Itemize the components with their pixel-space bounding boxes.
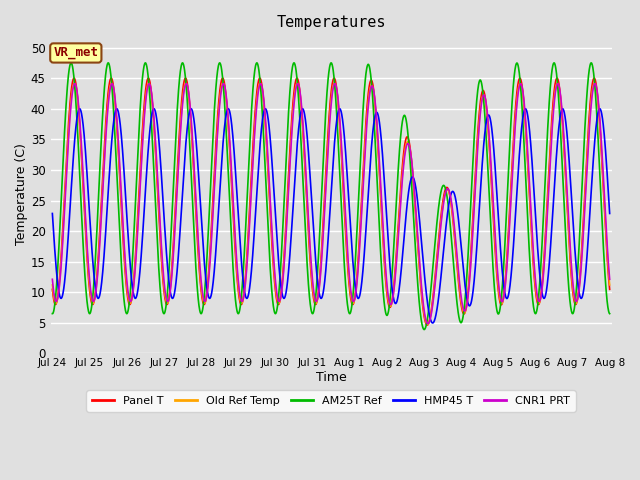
- HMP45 T: [573, 266, 580, 272]
- Old Ref Temp: [348, 296, 355, 301]
- CNR1 PRT: [554, 81, 562, 86]
- HMP45 T: [360, 262, 367, 268]
- Line: Panel T: Panel T: [52, 78, 610, 325]
- Old Ref Temp: [360, 171, 367, 177]
- Panel T: [49, 287, 56, 292]
- AM25T Ref: [204, 240, 212, 245]
- Panel T: [590, 75, 598, 81]
- Old Ref Temp: [294, 80, 301, 86]
- Y-axis label: Temperature (C): Temperature (C): [15, 144, 28, 245]
- AM25T Ref: [420, 327, 428, 333]
- Panel T: [557, 96, 564, 101]
- CNR1 PRT: [359, 182, 367, 188]
- CNR1 PRT: [49, 276, 56, 282]
- CNR1 PRT: [493, 264, 501, 270]
- Line: CNR1 PRT: CNR1 PRT: [52, 84, 610, 324]
- AM25T Ref: [290, 60, 298, 66]
- CNR1 PRT: [557, 96, 564, 101]
- AM25T Ref: [348, 306, 355, 312]
- Panel T: [359, 167, 367, 172]
- CNR1 PRT: [606, 276, 614, 282]
- Line: AM25T Ref: AM25T Ref: [52, 63, 610, 330]
- Title: Temperatures: Temperatures: [276, 15, 386, 30]
- CNR1 PRT: [573, 299, 580, 304]
- Line: HMP45 T: HMP45 T: [52, 109, 610, 323]
- Old Ref Temp: [424, 322, 431, 327]
- AM25T Ref: [360, 101, 367, 107]
- Panel T: [606, 287, 614, 292]
- HMP45 T: [429, 320, 436, 326]
- Line: Old Ref Temp: Old Ref Temp: [52, 83, 610, 324]
- Old Ref Temp: [573, 300, 580, 306]
- CNR1 PRT: [424, 321, 432, 326]
- HMP45 T: [299, 106, 307, 112]
- Old Ref Temp: [204, 284, 212, 289]
- AM25T Ref: [573, 287, 580, 292]
- Text: VR_met: VR_met: [53, 47, 99, 60]
- HMP45 T: [557, 110, 564, 116]
- HMP45 T: [493, 199, 501, 204]
- X-axis label: Time: Time: [316, 371, 346, 384]
- HMP45 T: [204, 291, 212, 297]
- Panel T: [423, 322, 431, 328]
- HMP45 T: [606, 211, 614, 216]
- Old Ref Temp: [606, 282, 614, 288]
- AM25T Ref: [557, 134, 564, 140]
- Old Ref Temp: [49, 282, 56, 288]
- CNR1 PRT: [347, 289, 355, 295]
- CNR1 PRT: [204, 286, 212, 291]
- Old Ref Temp: [557, 99, 564, 105]
- Old Ref Temp: [493, 273, 501, 279]
- AM25T Ref: [606, 311, 614, 316]
- HMP45 T: [49, 211, 56, 216]
- Panel T: [572, 301, 580, 307]
- AM25T Ref: [493, 310, 501, 315]
- Panel T: [204, 280, 212, 286]
- HMP45 T: [348, 237, 355, 242]
- AM25T Ref: [49, 311, 56, 316]
- Legend: Panel T, Old Ref Temp, AM25T Ref, HMP45 T, CNR1 PRT: Panel T, Old Ref Temp, AM25T Ref, HMP45 …: [86, 390, 575, 411]
- Panel T: [493, 275, 501, 281]
- Panel T: [347, 297, 355, 303]
